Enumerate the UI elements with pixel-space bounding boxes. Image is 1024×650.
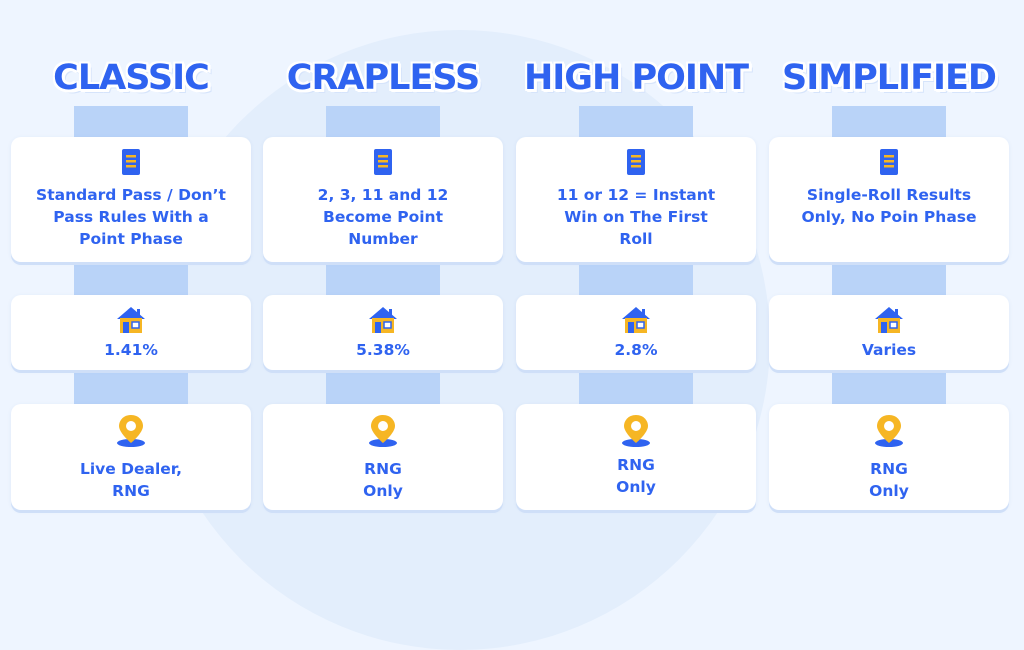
- variant-column-high-point: HIGH POINT 11 or 12 = Instant Win on The…: [516, 0, 756, 576]
- availability-card: RNG Only: [263, 404, 503, 510]
- house-edge-card: 2.8%: [516, 295, 756, 370]
- rules-text: 2, 3, 11 and 12 Become Point Number: [317, 186, 449, 248]
- availability-text: RNG Only: [869, 460, 909, 500]
- house-edge-card: Varies: [769, 295, 1009, 370]
- availability-text: Live Dealer, RNG: [79, 460, 183, 500]
- house-edge-card: 5.38%: [263, 295, 503, 370]
- availability-card: RNG Only: [769, 404, 1009, 510]
- location-pin-icon: [369, 415, 397, 447]
- house-icon: [369, 307, 397, 333]
- rules-card: 11 or 12 = Instant Win on The First Roll: [516, 137, 756, 262]
- variant-title: HIGH POINT: [523, 58, 749, 98]
- location-pin-icon: [875, 415, 903, 447]
- house-edge-card: 1.41%: [11, 295, 251, 370]
- availability-text: RNG Only: [616, 456, 656, 496]
- rules-text: Single-Roll Results Only, No Poin Phase: [801, 186, 977, 226]
- document-icon: [122, 149, 140, 175]
- variant-column-simplified: SIMPLIFIED Single-Roll Results Only, No …: [769, 0, 1009, 576]
- rules-text: 11 or 12 = Instant Win on The First Roll: [556, 186, 716, 248]
- availability-card: Live Dealer, RNG: [11, 404, 251, 510]
- variant-title: SIMPLIFIED: [782, 58, 997, 98]
- rules-text: Standard Pass / Don’t Pass Rules With a …: [36, 186, 226, 248]
- location-pin-icon: [622, 415, 650, 447]
- variant-column-classic: CLASSIC Standard Pass / Don’t Pass Rules…: [11, 0, 251, 576]
- house-edge-value: 5.38%: [356, 341, 410, 359]
- availability-card: RNG Only: [516, 404, 756, 510]
- house-icon: [875, 307, 903, 333]
- house-icon: [117, 307, 145, 333]
- document-icon: [374, 149, 392, 175]
- house-edge-value: 2.8%: [614, 341, 658, 359]
- variant-title: CLASSIC: [53, 58, 210, 98]
- variant-title: CRAPLESS: [286, 58, 480, 98]
- location-pin-icon: [117, 415, 145, 447]
- rules-card: Standard Pass / Don’t Pass Rules With a …: [11, 137, 251, 262]
- house-edge-value: 1.41%: [104, 341, 158, 359]
- rules-card: Single-Roll Results Only, No Poin Phase: [769, 137, 1009, 262]
- house-edge-value: Varies: [861, 341, 917, 359]
- document-icon: [880, 149, 898, 175]
- rules-card: 2, 3, 11 and 12 Become Point Number: [263, 137, 503, 262]
- variant-column-crapless: CRAPLESS 2, 3, 11 and 12 Become Point Nu…: [263, 0, 503, 576]
- house-icon: [622, 307, 650, 333]
- document-icon: [627, 149, 645, 175]
- availability-text: RNG Only: [363, 460, 403, 500]
